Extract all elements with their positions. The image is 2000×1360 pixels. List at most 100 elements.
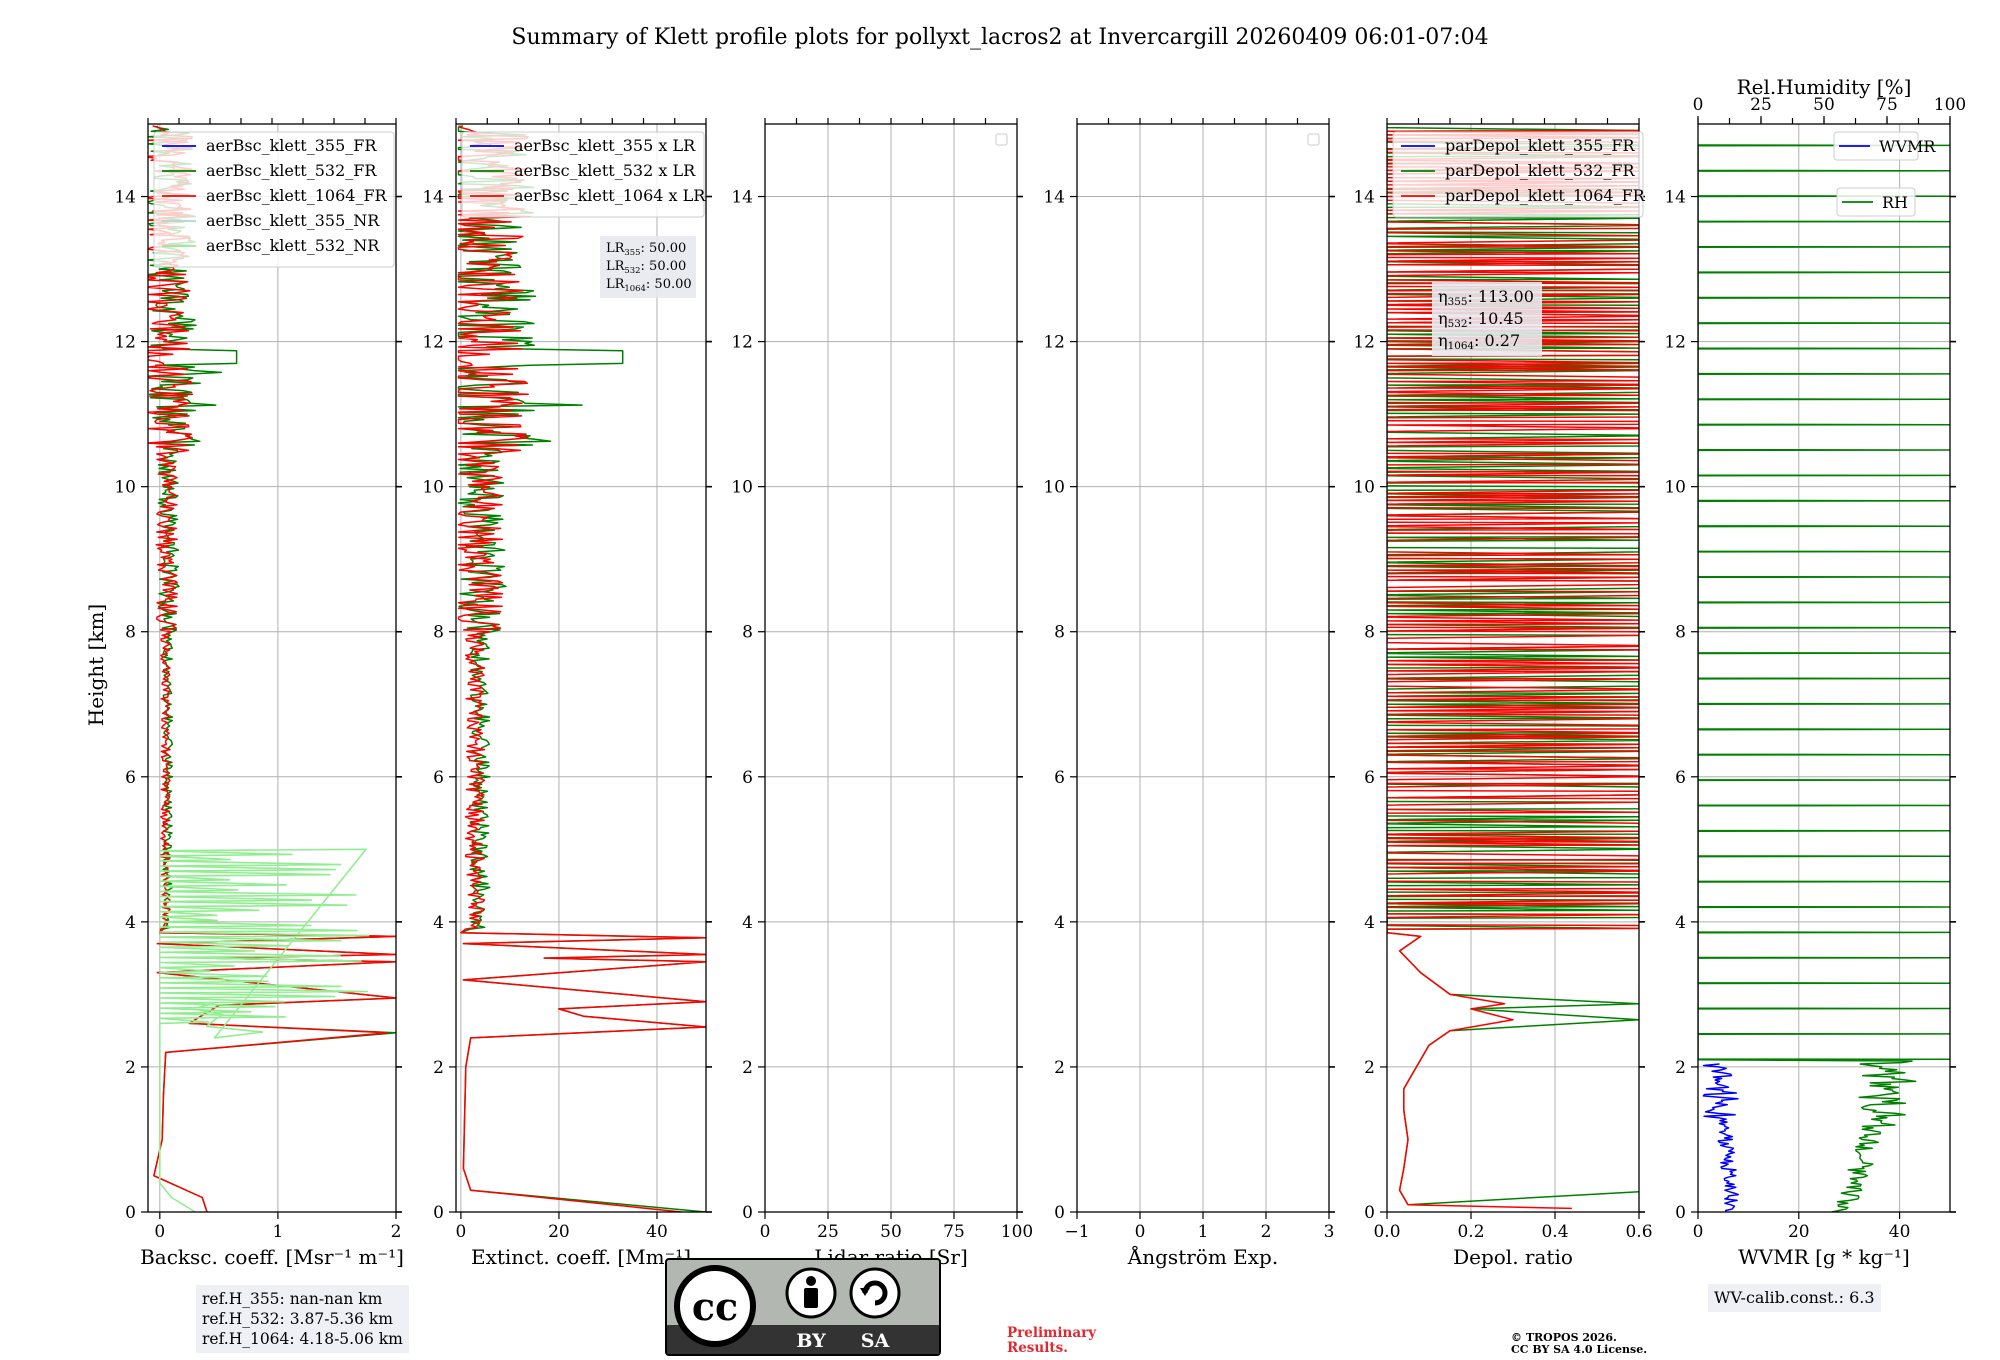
cc-license-badge: cc BY SA: [665, 1258, 941, 1356]
y-tick-label: 2: [742, 1058, 753, 1078]
panel-extinction: 0 20 40 0 2 4 6 8 10 12 14 Extinct. coeff. [Mm⁻¹] ae…: [422, 118, 712, 1269]
series-RH: [1698, 144, 1950, 1212]
y-tick-label: 12: [1353, 333, 1375, 353]
legend-WVMR: WVMR: [1833, 131, 1936, 161]
y-tick-label: 0: [1675, 1203, 1686, 1223]
x-tick-label: 50: [880, 1222, 902, 1242]
legend: aerBsc_klett_355_FR aerBsc_klett_532_FRae…: [153, 131, 395, 268]
y-tick-label: 14: [731, 188, 753, 208]
y-tick-label: 14: [1043, 188, 1065, 208]
y-tick-label: 10: [1353, 478, 1375, 498]
legend-label: parDepol_klett_532_FR: [1445, 161, 1636, 180]
legend-label: RH: [1882, 193, 1908, 212]
y-tick-label: 0: [125, 1203, 136, 1223]
y-tick-label: 8: [1364, 623, 1375, 643]
y-tick-label: 2: [1054, 1058, 1065, 1078]
y-tick-label: 8: [742, 623, 753, 643]
x-tick-label: 0.6: [1625, 1222, 1652, 1242]
y-tick-label: 2: [1364, 1058, 1375, 1078]
legend-label: parDepol_klett_355_FR: [1445, 136, 1636, 155]
y-tick-label: 10: [1043, 478, 1065, 498]
y-tick-label: 4: [1054, 913, 1065, 933]
series-aerBsc_klett_532_NR: [159, 848, 370, 1212]
annotation-line: LR1064: 50.00: [606, 277, 692, 293]
wv-calibration-text: WV-calib.const.: 6.3: [1714, 1288, 1875, 1307]
y-tick-label: 6: [1675, 768, 1686, 788]
top-x-tick-label: 50: [1813, 95, 1835, 115]
lidar-ratio-box: LR355: 50.00 LR532: 50.00 LR1064: 50.00: [600, 236, 696, 298]
y-tick-label: 8: [433, 623, 444, 643]
y-tick-label: 12: [422, 333, 444, 353]
y-axis-label: Height [km]: [84, 604, 108, 726]
legend-label: aerBsc_klett_355_NR: [206, 211, 380, 230]
x-tick-label: 1: [272, 1222, 283, 1242]
panel-wvmr: 0 20 40 0 2 4 6 8 10 12 14 WVMR [g * kg⁻¹] 0 25 50 75 10…: [1664, 75, 1966, 1269]
preliminary-results-note: Preliminary Results.: [1007, 1326, 1096, 1356]
top-x-tick-label: 25: [1750, 95, 1772, 115]
y-tick-label: 8: [1054, 623, 1065, 643]
y-tick-label: 2: [433, 1058, 444, 1078]
y-tick-label: 12: [1664, 333, 1686, 353]
y-tick-label: 2: [125, 1058, 136, 1078]
y-tick-label: 2: [1675, 1058, 1686, 1078]
series-group: [148, 125, 396, 1212]
x-tick-label: 3: [1324, 1222, 1335, 1242]
top-x-tick-label: 100: [1934, 95, 1966, 115]
x-axis-label: Backsc. coeff. [Msr⁻¹ m⁻¹]: [140, 1245, 404, 1269]
preliminary-line-1: Preliminary: [1007, 1325, 1097, 1341]
x-tick-label: 20: [1788, 1222, 1810, 1242]
legend: aerBsc_klett_355 x LR aerBsc_klett_532 x …: [461, 131, 706, 218]
y-tick-label: 4: [742, 913, 753, 933]
legend-label: parDepol_klett_1064_FR: [1445, 186, 1646, 205]
axes-frame: [1386, 123, 1640, 1213]
y-tick-label: 6: [1054, 768, 1065, 788]
legend-label: WVMR: [1879, 137, 1936, 156]
series-parDepol_klett_532_FR: [1387, 126, 1639, 1206]
x-axis-label: WVMR [g * kg⁻¹]: [1738, 1245, 1910, 1269]
x-tick-label: 0: [1693, 1222, 1704, 1242]
axes-frame: [1076, 123, 1330, 1213]
series-aerBsc_klett_1064 x LR: [457, 125, 706, 1212]
legend-label: aerBsc_klett_1064_FR: [206, 186, 388, 205]
legend: parDepol_klett_355_FR parDepol_klett_532_…: [1392, 131, 1646, 218]
y-tick-label: 6: [433, 768, 444, 788]
y-tick-label: 4: [1675, 913, 1686, 933]
ref-height-532: ref.H_532: 3.87-5.36 km: [202, 1310, 393, 1328]
cc-icon-text: cc: [692, 1284, 738, 1329]
annotation-line: η355: 113.00: [1438, 287, 1534, 308]
x-tick-label: 0.0: [1373, 1222, 1400, 1242]
x-tick-label: 0.2: [1457, 1222, 1484, 1242]
x-tick-label: 0: [455, 1222, 466, 1242]
x-axis-label: Depol. ratio: [1453, 1245, 1573, 1269]
y-tick-label: 4: [1364, 913, 1375, 933]
legend-label: aerBsc_klett_355 x LR: [514, 136, 696, 155]
x-tick-label: 2: [391, 1222, 402, 1242]
legend-box: [153, 131, 395, 268]
y-tick-label: 0: [433, 1203, 444, 1223]
empty-legend-box: [995, 133, 1008, 146]
series-aerBsc_klett_532_FR: [148, 125, 396, 1212]
y-tick-label: 12: [114, 333, 136, 353]
series-WVMR: [1702, 1063, 1739, 1212]
x-tick-label: 20: [548, 1222, 570, 1242]
ref-height-355: ref.H_355: nan-nan km: [202, 1290, 383, 1308]
y-tick-label: 14: [1353, 188, 1375, 208]
y-tick-label: 10: [114, 478, 136, 498]
by-person-icon: [785, 1267, 837, 1319]
x-tick-label: 100: [1001, 1222, 1033, 1242]
y-tick-label: 6: [1364, 768, 1375, 788]
y-tick-label: 6: [742, 768, 753, 788]
axes-frame: [1697, 123, 1951, 1213]
x-tick-label: 1: [1198, 1222, 1209, 1242]
reference-heights-box: ref.H_355: nan-nan km ref.H_532: 3.87-5.…: [196, 1285, 409, 1353]
x-tick-label: 0: [1135, 1222, 1146, 1242]
top-x-axis-label: Rel.Humidity [%]: [1737, 75, 1912, 99]
y-tick-label: 12: [731, 333, 753, 353]
sa-share-alike-icon: [849, 1267, 901, 1319]
y-tick-label: 4: [433, 913, 444, 933]
series-group: [1387, 126, 1639, 1210]
